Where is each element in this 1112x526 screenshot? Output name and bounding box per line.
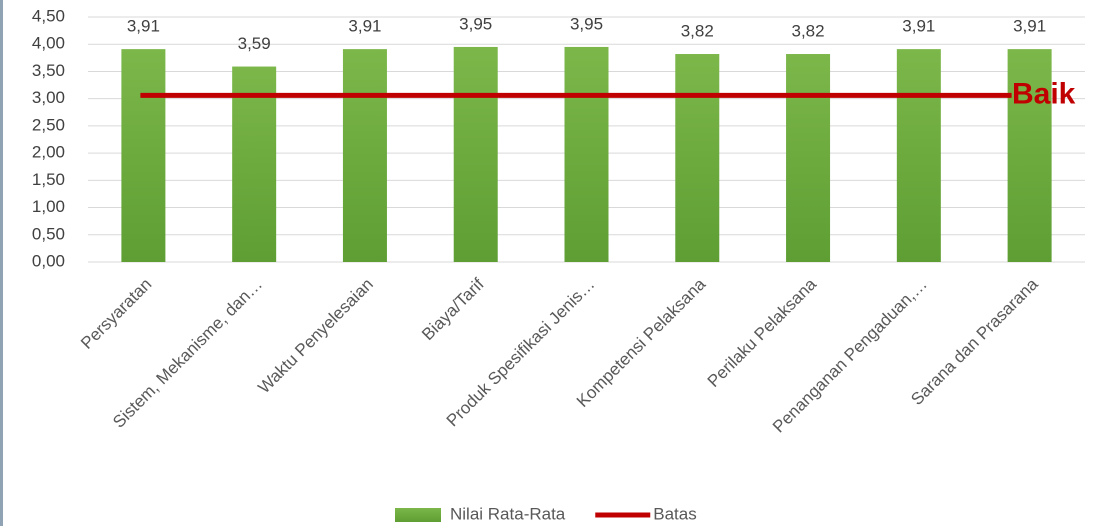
x-tick-label: Waktu Penyelesaian: [254, 275, 377, 398]
legend-item: Batas: [595, 504, 697, 523]
value-label: 3,59: [238, 34, 271, 53]
bar: [786, 54, 831, 263]
value-label: 3,91: [348, 17, 381, 36]
y-tick-label: 2,00: [32, 143, 65, 162]
y-tick-label: 4,00: [32, 34, 65, 53]
bar: [675, 54, 720, 263]
y-tick-label: 3,00: [32, 88, 65, 107]
x-tick-label: Sarana dan Prasarana: [907, 274, 1042, 409]
legend-swatch: [395, 508, 441, 522]
annotation: Baik: [1012, 77, 1076, 110]
value-label: 3,91: [1013, 17, 1046, 36]
value-label: 3,91: [127, 17, 160, 36]
bar: [342, 49, 387, 262]
legend-label: Batas: [653, 504, 696, 523]
value-label: 3,82: [792, 22, 825, 41]
edge-stripe: [0, 0, 3, 526]
x-tick-label: Perilaku Pelaksana: [704, 274, 821, 391]
x-tick-label: Biaya/Tarif: [418, 274, 488, 344]
x-tick-label: Persyaratan: [77, 275, 155, 353]
bar: [1007, 49, 1052, 262]
value-label: 3,95: [570, 14, 603, 33]
y-tick-label: 2,50: [32, 115, 65, 134]
y-tick-label: 0,00: [32, 251, 65, 270]
value-label: 3,95: [459, 14, 492, 33]
bar: [121, 49, 166, 262]
y-tick-label: 1,50: [32, 170, 65, 189]
bar: [564, 46, 609, 262]
bar: [232, 66, 277, 263]
y-tick-label: 0,50: [32, 224, 65, 243]
y-tick-label: 1,00: [32, 197, 65, 216]
y-tick-label: 3,50: [32, 61, 65, 80]
value-label: 3,91: [902, 17, 935, 36]
x-tick-label: Kompetensi Pelaksana: [573, 274, 710, 411]
legend-label: Nilai Rata-Rata: [450, 504, 566, 523]
value-label: 3,82: [681, 22, 714, 41]
bar: [896, 49, 941, 262]
legend-item: Nilai Rata-Rata: [395, 504, 566, 523]
bar: [453, 46, 498, 262]
y-tick-label: 4,50: [32, 6, 65, 25]
